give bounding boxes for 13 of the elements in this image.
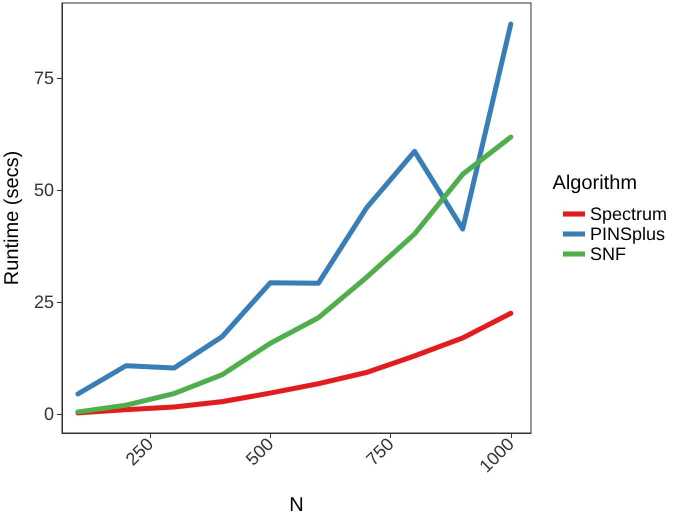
x-tick-label: 500 xyxy=(242,434,278,470)
x-tick-label: 750 xyxy=(362,434,398,470)
legend-title: Algorithm xyxy=(552,172,638,194)
y-tick-label: 50 xyxy=(34,180,54,200)
y-tick-label: 0 xyxy=(44,404,54,424)
y-axis-title: Runtime (secs) xyxy=(1,150,23,286)
y-tick-label: 25 xyxy=(34,292,54,312)
x-tick-label: 250 xyxy=(122,434,158,470)
x-axis-title: N xyxy=(289,494,304,514)
legend-label: SNF xyxy=(590,244,626,264)
legend-label: PINSplus xyxy=(590,224,666,244)
y-tick-label: 75 xyxy=(34,68,54,88)
legend-label: Spectrum xyxy=(590,204,668,224)
